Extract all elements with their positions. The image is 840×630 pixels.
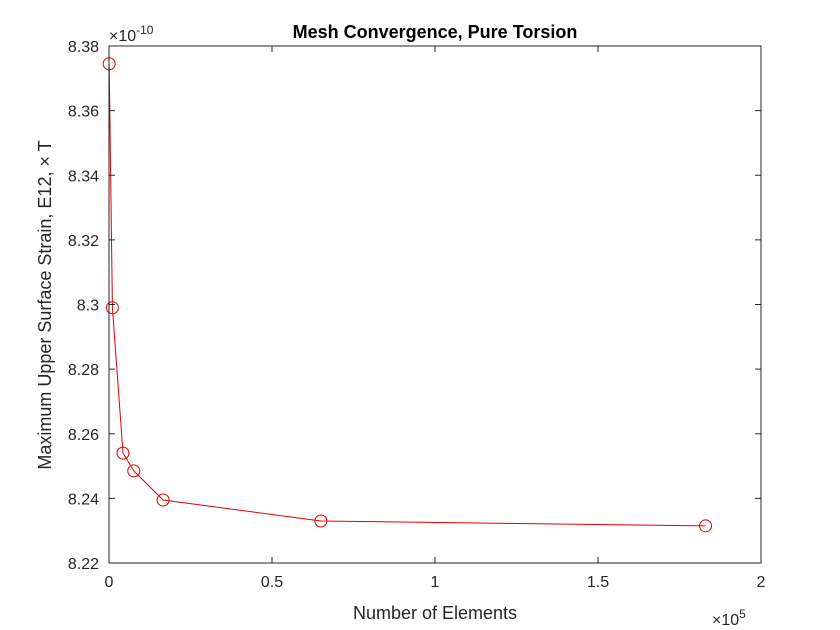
x-axis-label: Number of Elements — [353, 603, 517, 623]
x-exponent-value: 5 — [739, 607, 746, 621]
y-tick-label: 8.24 — [68, 491, 99, 508]
x-tick-label: 0.5 — [261, 574, 283, 591]
data-point — [127, 464, 141, 478]
ticks-layer: 0 0.5 1 1.5 2 8.22 8.24 8.26 8.28 8.3 8.32 8.34 8.36… — [68, 39, 766, 591]
y-tick-label: 8.36 — [68, 104, 99, 121]
y-tick-label: 8.3 — [77, 298, 99, 315]
y-exponent-prefix: ×10 — [109, 28, 136, 45]
data-point — [105, 301, 119, 315]
x-tick-label: 2 — [757, 574, 766, 591]
series-line — [108, 63, 706, 527]
y-tick-label: 8.22 — [68, 556, 99, 573]
data-point — [314, 514, 328, 528]
y-tick-label: 8.38 — [68, 39, 99, 56]
y-tick-label: 8.26 — [68, 427, 99, 444]
y-exponent-value: -10 — [136, 23, 154, 37]
x-tick-label: 0 — [105, 574, 114, 591]
data-point — [156, 493, 170, 507]
plot-area — [109, 46, 761, 563]
data-point — [699, 519, 713, 533]
y-axis-label: Maximum Upper Surface Strain, E12, × T — [35, 140, 55, 469]
y-tick-label: 8.28 — [68, 362, 99, 379]
data-point — [116, 446, 130, 460]
x-exponent-prefix: ×10 — [712, 612, 739, 629]
chart-title: Mesh Convergence, Pure Torsion — [293, 22, 578, 42]
x-tick-label: 1 — [431, 574, 440, 591]
x-tick-label: 1.5 — [587, 574, 609, 591]
y-tick-label: 8.32 — [68, 233, 99, 250]
y-exponent-label: ×10-10 — [109, 23, 154, 45]
y-tick-label: 8.34 — [68, 168, 99, 185]
x-exponent-label: ×105 — [712, 607, 746, 629]
